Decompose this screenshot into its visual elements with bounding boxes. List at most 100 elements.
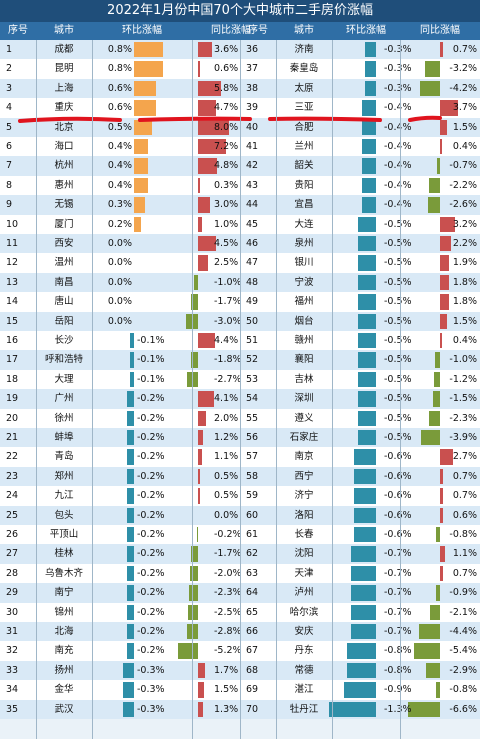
yoy-value: -2.9% (449, 664, 477, 676)
yoy-value: 0.7% (452, 470, 477, 482)
mom-value: -0.5% (384, 432, 412, 443)
rank-cell: 3 (6, 82, 13, 94)
mom-bar (134, 100, 156, 116)
mom-bar (134, 80, 156, 97)
city-cell: 济南 (294, 44, 314, 55)
yoy-value: 0.7% (452, 490, 477, 502)
city-cell: 泉州 (294, 238, 314, 249)
yoy-value: 0.0% (214, 509, 239, 521)
city-cell: 沈阳 (294, 548, 314, 560)
rank-cell: 24 (6, 490, 19, 502)
yoy-bar (419, 80, 440, 97)
city-cell: 南充 (54, 645, 74, 657)
city-cell: 桂林 (54, 548, 74, 560)
city-cell: 太原 (294, 82, 314, 94)
city-cell: 吉林 (294, 373, 314, 385)
mom-value: -0.6% (384, 470, 412, 482)
mom-bar (123, 701, 134, 717)
yoy-value: -3.9% (449, 432, 477, 443)
yoy-bar (198, 197, 210, 213)
mom-bar (126, 585, 134, 601)
yoy-value: -1.8% (214, 354, 242, 366)
mom-value: -0.2% (137, 451, 165, 463)
rank-cell: 1 (6, 44, 13, 55)
yoy-bar (198, 119, 230, 135)
mom-bar (347, 643, 376, 659)
mom-bar (126, 565, 134, 582)
mom-bar (134, 119, 152, 135)
yoy-bar (440, 565, 444, 582)
rank-cell: 52 (246, 354, 259, 366)
yoy-value: -2.8% (214, 626, 242, 637)
city-cell: 徐州 (54, 412, 74, 424)
mom-value: -0.7% (384, 606, 412, 618)
yoy-value: 5.8% (214, 82, 239, 94)
yoy-value: 3.2% (452, 218, 477, 230)
mom-bar (134, 61, 163, 77)
yoy-value: -1.2% (449, 373, 477, 385)
yoy-value: 8.0% (214, 121, 239, 133)
header-mom-right: 环比涨幅 (346, 25, 386, 36)
city-cell: 成都 (54, 44, 74, 55)
yoy-value: 2.7% (452, 451, 477, 463)
rank-cell: 63 (246, 567, 259, 579)
yoy-bar (198, 216, 202, 232)
rank-cell: 26 (6, 529, 19, 540)
mom-bar (343, 682, 376, 698)
yoy-bar (198, 488, 200, 504)
mom-value: -0.3% (137, 664, 165, 676)
city-cell: 石家庄 (289, 432, 319, 443)
rank-cell: 38 (246, 82, 259, 94)
yoy-value: 1.2% (214, 432, 239, 443)
yoy-bar (191, 546, 198, 562)
city-cell: 乌鲁木齐 (44, 567, 83, 579)
header-city-right: 城市 (294, 25, 314, 36)
mom-bar (365, 61, 376, 77)
yoy-bar (429, 177, 440, 194)
mom-bar (354, 468, 376, 485)
rank-cell: 66 (246, 626, 259, 637)
yoy-value: 1.8% (452, 276, 477, 288)
rank-cell: 69 (246, 684, 259, 696)
mom-value: -0.5% (384, 373, 412, 385)
table-header: 序号 城市 环比涨幅 同比涨幅 序号 城市 环比涨幅 同比涨幅 (0, 22, 480, 40)
yoy-value: -1.0% (449, 354, 477, 366)
mom-value: 0.0% (107, 315, 132, 327)
city-cell: 唐山 (54, 296, 74, 308)
city-cell: 海口 (54, 141, 74, 152)
yoy-value: -3.0% (214, 315, 242, 327)
yoy-value: -5.4% (449, 645, 477, 657)
mom-bar (126, 527, 134, 543)
city-cell: 岳阳 (54, 315, 74, 327)
city-cell: 金华 (54, 684, 74, 696)
mom-bar (350, 624, 376, 640)
yoy-value: 0.5% (214, 490, 239, 502)
mom-bar (126, 449, 134, 465)
rank-cell: 48 (246, 276, 259, 288)
table-row: 4 重庆 0.6% 4.7% 39 三亚 -0.4% 3.7% (0, 98, 480, 118)
yoy-value: 4.1% (214, 393, 239, 405)
rank-cell: 31 (6, 626, 19, 637)
column-divider (36, 40, 37, 739)
city-cell: 天津 (294, 567, 314, 579)
yoy-bar (198, 139, 227, 155)
mom-value: -0.2% (137, 548, 165, 560)
yoy-value: 3.6% (214, 44, 239, 55)
mom-value: -0.7% (384, 548, 412, 560)
yoy-bar (198, 391, 214, 407)
rank-cell: 49 (246, 296, 259, 308)
rank-cell: 22 (6, 451, 19, 463)
city-cell: 宜昌 (294, 199, 314, 211)
yoy-bar (440, 488, 444, 504)
rank-cell: 56 (246, 432, 259, 443)
city-cell: 济宁 (294, 490, 314, 502)
mom-bar (123, 662, 134, 679)
yoy-bar (198, 701, 204, 717)
mom-bar (126, 468, 134, 485)
rank-cell: 51 (246, 335, 259, 346)
mom-value: -0.4% (384, 141, 412, 152)
yoy-value: 7.2% (214, 141, 239, 152)
city-cell: 丹东 (294, 645, 314, 657)
mom-value: 0.2% (107, 218, 132, 230)
mom-value: -0.4% (384, 160, 412, 172)
